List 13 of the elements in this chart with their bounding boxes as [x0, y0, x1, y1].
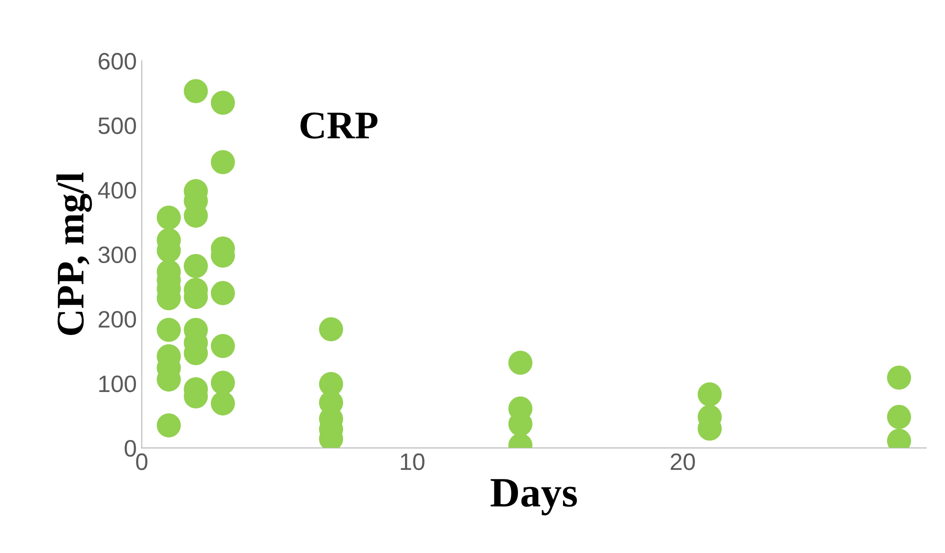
y-tick-label: 300	[98, 246, 136, 264]
y-tick-label: 0	[124, 440, 136, 457]
x-axis-title: Days	[490, 479, 577, 516]
text: CRP	[300, 112, 378, 139]
y-tick-label: 600	[98, 52, 136, 70]
y-tick-label: 400	[98, 182, 136, 199]
y-axis-title: CPP, mg/l	[56, 172, 92, 335]
y-tick-label: 200	[98, 310, 136, 328]
x-tick-label: 20	[670, 453, 695, 470]
x-tick-label: 0	[136, 453, 148, 470]
y-tick-label: 100	[99, 375, 136, 392]
y-tick-label: 500	[98, 117, 136, 134]
x-tick-label: 10	[400, 453, 424, 470]
